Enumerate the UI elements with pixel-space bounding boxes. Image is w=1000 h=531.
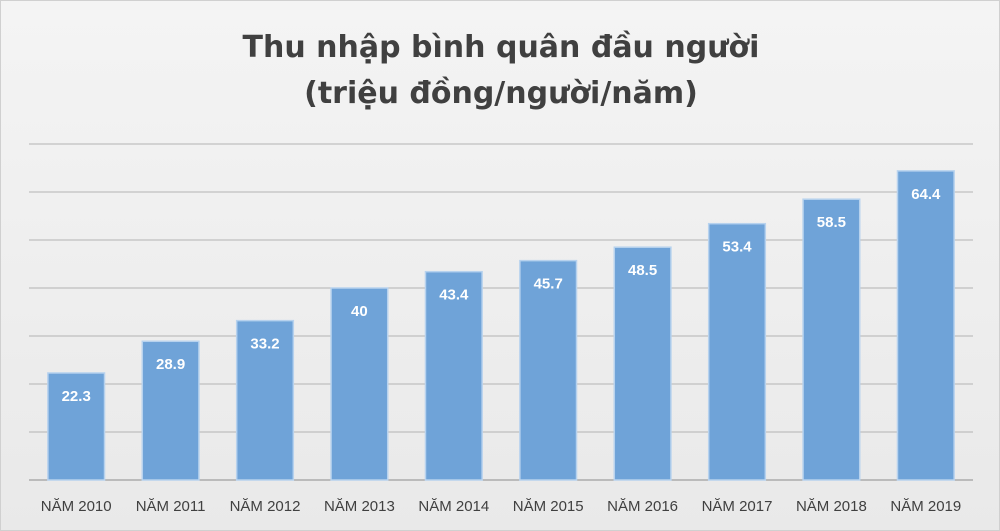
x-tick-label: NĂM 2019 [890,498,961,515]
x-tick-label: NĂM 2014 [418,498,489,515]
data-label: 40 [351,303,368,320]
x-tick-label: NĂM 2018 [796,498,867,515]
bar [707,222,767,481]
data-label: 64.4 [911,186,941,203]
bar [424,270,483,481]
x-tick-label: NĂM 2013 [324,498,395,515]
bar [519,259,578,481]
x-tick-label: NĂM 2012 [230,498,301,515]
x-tick-label: NĂM 2016 [607,498,678,515]
x-tick-label: NĂM 2011 [136,498,206,515]
data-label: 33.2 [250,336,279,353]
data-label: 53.4 [722,239,752,256]
data-label: 28.9 [156,356,185,373]
x-tick-label: NĂM 2017 [702,498,773,515]
bar [896,170,955,481]
chart-title: Thu nhập bình quân đầu người (triệu đồng… [242,30,760,111]
bar [235,319,295,481]
bar [613,246,672,481]
data-label: 58.5 [817,214,846,231]
bar [802,198,861,481]
bar [141,340,200,481]
x-tick-label: NĂM 2010 [41,498,112,515]
data-label: 22.3 [62,388,91,405]
bar [47,372,106,481]
x-tick-label: NĂM 2015 [513,498,584,515]
data-label: 43.4 [439,287,469,304]
bar [330,287,389,481]
data-label: 48.5 [628,262,657,279]
data-label: 45.7 [534,276,563,293]
